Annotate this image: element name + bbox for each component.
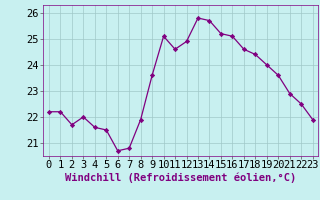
X-axis label: Windchill (Refroidissement éolien,°C): Windchill (Refroidissement éolien,°C) xyxy=(65,173,296,183)
